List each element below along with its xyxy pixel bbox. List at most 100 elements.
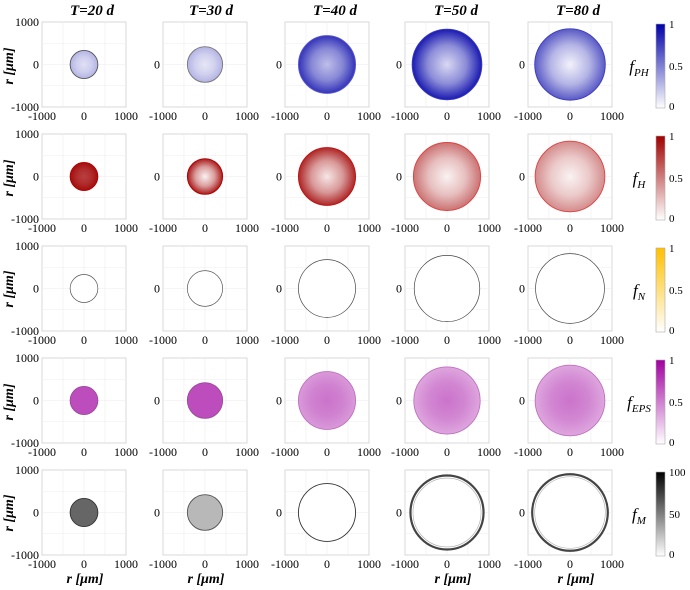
x-tick-label: -1000 xyxy=(391,445,419,459)
panel-fEPS-t40: 0 -1000 0 1000 xyxy=(271,357,381,459)
x-tick-label: -1000 xyxy=(271,557,299,571)
x-tick-label: -1000 xyxy=(28,557,56,571)
colorbar-fN: 1 0.5 0 fN xyxy=(633,243,683,337)
y-tick-label: 0 xyxy=(396,282,402,296)
x-tick-label: -1000 xyxy=(28,109,56,123)
colorbar-tick-label: 0 xyxy=(669,101,675,113)
colorbar-gradient xyxy=(655,135,666,221)
colorbar-tick-label: 1 xyxy=(669,355,675,367)
panel-fH-t50: 0 -1000 0 1000 xyxy=(391,133,501,235)
panel-fM-t80: 0 -1000 0 1000 xyxy=(514,469,624,571)
tumor-disk xyxy=(69,274,99,303)
x-tick-label: 0 xyxy=(324,109,330,123)
x-tick-label: 0 xyxy=(202,109,208,123)
tumor-disk xyxy=(297,35,357,94)
x-tick-label: -1000 xyxy=(514,445,542,459)
tumor-disk xyxy=(412,142,482,211)
x-tick-label: -1000 xyxy=(149,109,177,123)
x-tick-label: 0 xyxy=(81,109,87,123)
x-tick-label: -1000 xyxy=(391,333,419,347)
tumor-disk xyxy=(413,255,481,323)
x-tick-label: 1000 xyxy=(600,557,624,571)
y-tick-label: 0 xyxy=(154,506,160,520)
tumor-disk xyxy=(535,253,605,324)
x-tick-label: -1000 xyxy=(514,109,542,123)
x-tick-label: -1000 xyxy=(391,109,419,123)
y-axis-label-row4: r [μm] xyxy=(2,383,17,420)
y-tick-label: 0 xyxy=(33,58,39,72)
y-tick-label: 0 xyxy=(276,282,282,296)
x-axis-labels: r [μm] r [μm] r [μm] r [μm] xyxy=(67,572,595,587)
x-tick-label: 1000 xyxy=(114,221,138,235)
x-tick-label: -1000 xyxy=(149,557,177,571)
colorbar-tick-label: 100 xyxy=(669,467,686,479)
x-tick-label: 1000 xyxy=(235,557,259,571)
x-tick-label: -1000 xyxy=(391,221,419,235)
panel-fH-t20: -1000 0 1000 -1000 0 1000 xyxy=(11,127,138,235)
y-tick-label: 1000 xyxy=(15,351,39,365)
y-tick-label: 0 xyxy=(33,170,39,184)
colorbar-gradient xyxy=(655,23,666,109)
x-tick-label: -1000 xyxy=(514,333,542,347)
column-title-80d: T=80 d xyxy=(556,3,600,19)
tumor-disk xyxy=(186,382,224,419)
colorbar-tick-label: 1 xyxy=(669,243,675,255)
tumor-disk xyxy=(413,366,481,435)
panel-fM-t30: 0 -1000 0 1000 xyxy=(149,469,259,571)
variable-label-fM: fM xyxy=(632,505,647,527)
tumor-disk xyxy=(531,473,609,552)
tumor-disk xyxy=(297,371,357,430)
panel-fH-t40: 0 -1000 0 1000 xyxy=(271,133,381,235)
x-tick-label: 0 xyxy=(444,221,450,235)
panel-fN-t50: 0 -1000 0 1000 xyxy=(391,245,501,347)
colorbar-gradient xyxy=(655,247,666,333)
y-tick-label: 0 xyxy=(154,170,160,184)
colorbar-tick-label: 0.5 xyxy=(669,173,683,185)
x-tick-label: -1000 xyxy=(28,333,56,347)
column-titles: T=20 d T=30 d T=40 d T=50 d T=80 d xyxy=(70,3,600,19)
y-tick-label: 0 xyxy=(154,394,160,408)
variable-label-fEPS: fEPS xyxy=(627,393,651,415)
tumor-disk xyxy=(187,270,223,307)
x-tick-label: -1000 xyxy=(149,333,177,347)
x-tick-label: 0 xyxy=(444,109,450,123)
colorbar-gradient xyxy=(655,471,666,557)
x-tick-label: 0 xyxy=(81,333,87,347)
x-tick-label: -1000 xyxy=(28,221,56,235)
y-tick-label: 0 xyxy=(33,394,39,408)
y-tick-label: -1000 xyxy=(11,100,39,114)
y-tick-label: 0 xyxy=(276,170,282,184)
x-tick-label: 1000 xyxy=(600,109,624,123)
x-tick-label: 0 xyxy=(567,333,573,347)
tumor-disk xyxy=(186,158,224,195)
y-tick-label: 0 xyxy=(154,58,160,72)
tumor-disk xyxy=(69,162,99,191)
x-tick-label: -1000 xyxy=(271,445,299,459)
x-tick-label: 0 xyxy=(324,557,330,571)
x-tick-label: 0 xyxy=(444,557,450,571)
y-tick-label: 1000 xyxy=(15,127,39,141)
x-tick-label: 1000 xyxy=(357,445,381,459)
x-tick-label: 1000 xyxy=(477,221,501,235)
x-tick-label: -1000 xyxy=(514,221,542,235)
x-tick-label: 1000 xyxy=(235,221,259,235)
x-tick-label: 1000 xyxy=(477,445,501,459)
y-tick-label: -1000 xyxy=(11,324,39,338)
y-tick-label: 0 xyxy=(396,170,402,184)
x-tick-label: 0 xyxy=(567,557,573,571)
x-tick-label: 0 xyxy=(567,109,573,123)
y-tick-label: -1000 xyxy=(11,436,39,450)
x-tick-label: 0 xyxy=(324,333,330,347)
tumor-disk xyxy=(69,50,99,79)
tumor-disk xyxy=(69,386,99,415)
variable-label-fH: fH xyxy=(633,169,647,191)
y-tick-label: 0 xyxy=(519,394,525,408)
panel-fN-t30: 0 -1000 0 1000 xyxy=(149,245,259,347)
column-title-50d: T=50 d xyxy=(434,3,478,19)
x-axis-label-col4: r [μm] xyxy=(435,572,472,587)
x-tick-label: 1000 xyxy=(114,557,138,571)
panel-fN-t20: -1000 0 1000 -1000 0 1000 xyxy=(11,239,138,347)
y-tick-label: 1000 xyxy=(15,15,39,29)
y-tick-label: 0 xyxy=(519,58,525,72)
